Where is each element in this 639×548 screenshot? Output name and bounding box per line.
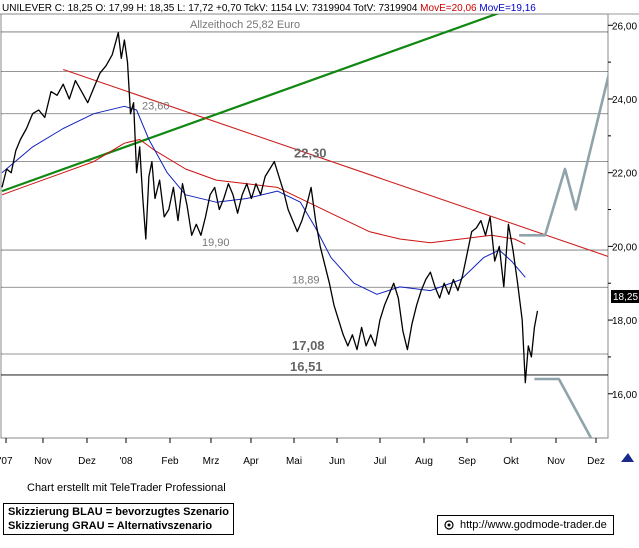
level-annotation: 17,08 [292,338,325,353]
y-tick-label: 22,00 [612,169,637,180]
x-tick-label: Nov [34,456,52,467]
current-price-marker: 18,25 [611,290,639,303]
x-tick-label: Feb [161,456,179,467]
legend-gray-scenario: Skizzierung GRAU = Alternativszenario [8,520,213,532]
series-line-scenario-gray [534,377,593,438]
y-tick-label: 24,00 [612,95,637,106]
series-line-ma-blue [1,105,526,295]
horizontal-levels [1,31,608,376]
x-tick-label: Jul [374,456,387,467]
series-line-resistance-red [63,68,608,257]
series-line-price [1,31,539,384]
x-tick-label: Aug [415,456,433,467]
series-layer [1,14,608,438]
x-tick-label: Apr [243,456,259,467]
scroll-arrow-icon[interactable] [618,450,636,464]
x-tick-label: Mrz [203,456,220,467]
level-annotations: Allzeithoch 25,82 Euro 23,60 22,30 19,90 18,… [142,19,327,374]
header-stats: C: 18,25 O: 17,99 H: 18,35 L: 17,72 +0,7… [52,3,420,14]
target-icon [444,520,454,530]
level-annotation: 23,60 [142,101,170,113]
y-axis: 16,00 18,00 20,00 22,00 24,00 26,00 [608,21,637,401]
header-name: UNILEVER [2,3,52,14]
level-annotation: 19,90 [202,237,230,249]
header-move-blue: MovE=19,16 [479,3,536,14]
current-price-label: 18,25 [613,292,638,303]
y-tick-label: 20,00 [612,242,637,253]
chart-header: UNILEVER C: 18,25 O: 17,99 H: 18,35 L: 1… [2,3,536,14]
x-tick-label: '08 [119,456,132,467]
x-tick-label: '07 [0,456,13,467]
x-axis: '07 Nov Dez '08 Feb Mrz Apr Mai Jun Jul Aug Sep Okt N… [0,438,605,467]
series-line-scenario-blue [519,72,608,237]
x-tick-label: Okt [503,456,519,467]
level-annotation: 16,51 [290,359,323,374]
x-tick-label: Mai [286,456,302,467]
website-link[interactable]: http://www.godmode-trader.de [437,515,614,535]
chart-credit: Chart erstellt mit TeleTrader Profession… [27,482,226,494]
y-tick-label: 18,00 [612,316,637,327]
plot-frame [0,13,609,439]
x-tick-label: Dez [78,456,96,467]
level-annotation: Allzeithoch 25,82 Euro [190,19,300,31]
series-line-ma-red [1,139,526,245]
y-tick-label: 16,00 [612,390,637,401]
series-line-trend-green [1,14,500,193]
x-tick-label: Dez [587,456,605,467]
level-annotation: 18,89 [292,274,320,286]
header-move-red: MovE=20,06 [420,3,477,14]
scenario-legend: Skizzierung BLAU = bevorzugtes Szenario … [3,503,234,535]
x-tick-label: Sep [458,456,476,467]
website-url[interactable]: http://www.godmode-trader.de [460,519,607,531]
x-tick-label: Jun [329,456,345,467]
y-tick-label: 26,00 [612,21,637,32]
legend-blue-scenario: Skizzierung BLAU = bevorzugtes Szenario [8,506,229,518]
x-tick-label: Nov [547,456,565,467]
level-annotation: 22,30 [294,146,327,161]
